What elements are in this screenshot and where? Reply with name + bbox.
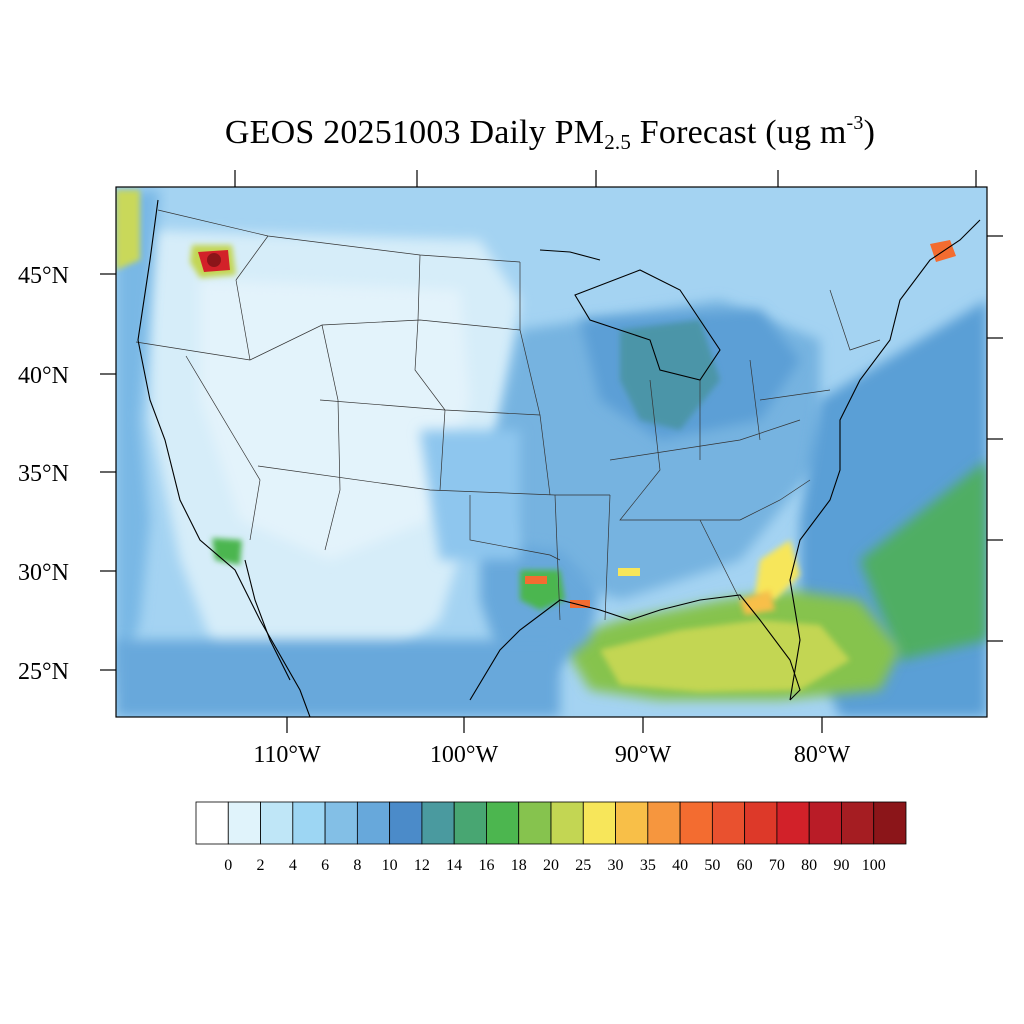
colorbar-label: 40 xyxy=(672,857,688,874)
colorbar-label: 30 xyxy=(608,857,624,874)
top-ticks xyxy=(234,170,977,187)
colorbar-label: 18 xyxy=(511,857,527,874)
colorbar-label: 80 xyxy=(801,857,817,874)
map-title: GEOS 20251003 Daily PM2.5 Forecast (ug m… xyxy=(224,112,876,154)
lat-label-35: 35°N xyxy=(18,461,69,487)
colorbar-swatch xyxy=(421,801,455,845)
colorbar-swatch xyxy=(518,801,552,845)
colorbar-swatch xyxy=(679,801,713,845)
lat-label-40: 40°N xyxy=(18,363,69,389)
lon-label-110: 110°W xyxy=(253,742,321,768)
colorbar-label: 0 xyxy=(224,857,232,874)
colorbar-label: 10 xyxy=(382,857,398,874)
colorbar-swatch xyxy=(292,801,326,845)
lat-label-30: 30°N xyxy=(18,560,69,586)
left-ticks xyxy=(100,273,116,671)
colorbar-swatch xyxy=(260,801,294,845)
colorbar-swatch xyxy=(195,801,229,845)
bottom-ticks xyxy=(286,717,823,733)
colorbar-swatch xyxy=(453,801,487,845)
colorbar-label: 60 xyxy=(737,857,753,874)
state-borders xyxy=(135,209,881,621)
colorbar-label: 35 xyxy=(640,857,656,874)
colorbar-swatch xyxy=(776,801,810,845)
colorbar-swatch xyxy=(486,801,520,845)
colorbar-label: 6 xyxy=(321,857,329,874)
colorbar-label: 100 xyxy=(862,857,886,874)
colorbar-label: 70 xyxy=(769,857,785,874)
colorbar-swatch xyxy=(711,801,746,845)
colorbar-swatch xyxy=(647,801,681,845)
colorbar: 0 2 4 6 8 10 12 14 16 18 20 25 30 35 40 50 60 70 80 90 100 xyxy=(195,801,907,874)
colorbar-swatch xyxy=(615,801,649,845)
colorbar-label: 14 xyxy=(446,857,462,874)
colorbar-swatch xyxy=(389,801,423,845)
lon-label-100: 100°W xyxy=(430,742,499,768)
coastline xyxy=(137,199,981,717)
colorbar-swatch xyxy=(324,801,358,845)
colorbar-label: 4 xyxy=(289,857,297,874)
colorbar-label: 16 xyxy=(478,857,494,874)
colorbar-swatch xyxy=(841,801,875,845)
colorbar-swatch xyxy=(582,801,616,845)
colorbar-label: 25 xyxy=(575,857,591,874)
lon-label-80: 80°W xyxy=(794,742,851,768)
colorbar-label: 8 xyxy=(353,857,361,874)
colorbar-swatch xyxy=(550,801,584,845)
colorbar-swatch xyxy=(227,801,261,845)
lat-label-25: 25°N xyxy=(18,659,69,685)
lat-label-45: 45°N xyxy=(18,263,69,289)
lon-label-90: 90°W xyxy=(615,742,672,768)
colorbar-label: 90 xyxy=(833,857,849,874)
map-frame xyxy=(115,186,988,718)
colorbar-swatch xyxy=(356,801,391,845)
colorbar-label: 20 xyxy=(543,857,559,874)
colorbar-label: 50 xyxy=(704,857,720,874)
colorbar-label: 2 xyxy=(257,857,265,874)
pm25-field xyxy=(116,187,987,717)
colorbar-label: 12 xyxy=(414,857,430,874)
right-ticks xyxy=(987,235,1003,642)
colorbar-swatch xyxy=(808,801,842,845)
colorbar-swatch xyxy=(744,801,778,845)
colorbar-swatch xyxy=(873,801,907,845)
